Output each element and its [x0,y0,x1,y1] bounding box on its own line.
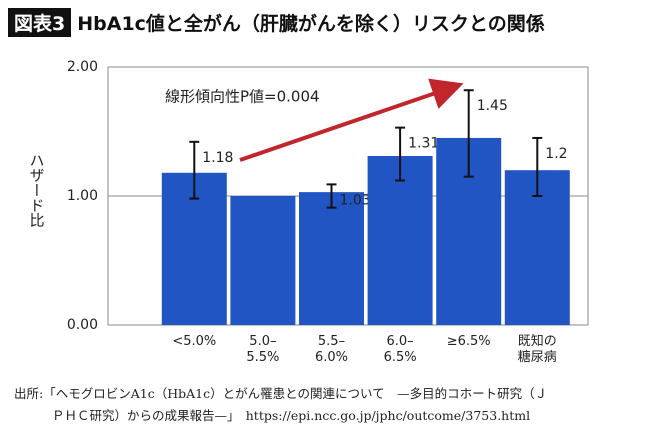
header: 図表3 HbA1c値と全がん（肝臓がんを除く）リスクとの関係 [8,7,545,37]
figure-tag: 図表3 [8,7,72,37]
x-tick-label: 5.5–6.0% [314,334,349,365]
title: HbA1c値と全がん（肝臓がんを除く）リスクとの関係 [77,12,545,35]
y-tick-label: 2.00 [67,59,98,75]
value-label: 1.03 [340,192,371,208]
x-tick-label: 6.0–6.5% [383,334,417,365]
value-label: 1.18 [202,150,233,166]
value-label: 1.31 [408,136,439,152]
x-tick-label: <5.0% [172,334,217,349]
value-label: 1.45 [477,98,508,114]
source-line: ＰＨＣ研究）からの成果報告—」 https://epi.ncc.go.jp/jp… [52,408,531,423]
annotation: 線形傾向性P値=0.004 [165,88,320,106]
y-axis-label: ハザード比 [28,153,46,228]
y-tick-label: 1.00 [67,188,98,204]
x-tick-label: 既知の糖尿病 [517,334,557,365]
bar [367,156,433,325]
x-tick-label: 5.0–5.5% [246,334,280,365]
trend-arrow [239,78,464,162]
x-tick-label: ≥6.5% [446,334,491,349]
bar [299,192,364,325]
source-line: 出所:「ヘモグロビンA1c（HbA1c）とがん罹患との関連について —多目的コホ… [14,386,548,401]
y-tick-label: 0.00 [67,317,98,333]
value-label: 1.2 [545,146,567,162]
bar [230,196,296,325]
